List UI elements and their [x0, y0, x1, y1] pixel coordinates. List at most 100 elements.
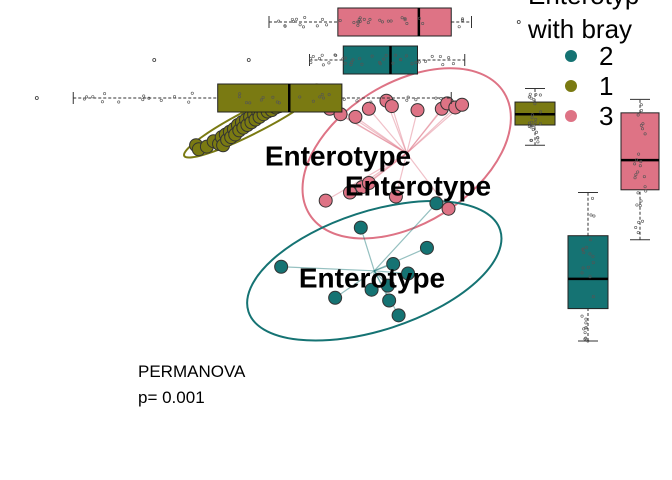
y-boxplot-enterotype-2-jitter [592, 214, 596, 218]
x-boxplot-enterotype-1-jitter [141, 98, 145, 102]
spoke-enterotype-3 [391, 105, 408, 154]
x-boxplot-enterotype-2-jitter [333, 53, 337, 57]
x-boxplot-enterotype-1-jitter [147, 96, 151, 100]
point-enterotype-2 [401, 266, 416, 281]
x-boxplot-enterotype-3-jitter [356, 23, 360, 27]
point-enterotype-2 [382, 293, 397, 308]
y-boxplot-enterotype-1-jitter [533, 102, 537, 106]
x-boxplot-enterotype-1-jitter [439, 97, 443, 101]
legend-key-1 [565, 80, 577, 92]
x-boxplot-enterotype-3-jitter [461, 17, 465, 21]
point-enterotype-2 [429, 196, 444, 211]
x-boxplot-enterotype-3-jitter [403, 18, 407, 22]
x-boxplot-enterotype-1-jitter [173, 95, 177, 99]
x-boxplot-enterotype-1-jitter [271, 95, 275, 99]
x-boxplot-enterotype-2-jitter [358, 57, 362, 61]
x-boxplot-enterotype-2-jitter [447, 56, 451, 60]
point-enterotype-3 [441, 201, 456, 216]
x-boxplot-enterotype-3-jitter [362, 17, 366, 21]
y-boxplot-enterotype-3-jitter [638, 204, 642, 208]
y-boxplot-enterotype-1-jitter [529, 125, 533, 129]
y-boxplot-enterotype-2-jitter [588, 252, 592, 256]
x-boxplot-enterotype-3-jitter [421, 22, 425, 26]
x-boxplot-enterotype-3-jitter [291, 19, 295, 23]
x-boxplot-enterotype-1-jitter [261, 95, 265, 99]
x-boxplot-enterotype-2-jitter [382, 57, 386, 61]
point-enterotype-3 [455, 97, 470, 112]
x-boxplot-enterotype-3-jitter [315, 24, 319, 28]
y-boxplot-enterotype-2-jitter [589, 213, 593, 217]
x-boxplot-enterotype-1-jitter [237, 95, 241, 99]
x-boxplot-enterotype-3-jitter [320, 17, 324, 21]
legend-key-2 [565, 50, 577, 62]
y-boxplot-enterotype-1-jitter [532, 98, 536, 102]
spoke-enterotype-2 [373, 270, 400, 316]
x-boxplot-enterotype-2-jitter [351, 58, 355, 62]
x-boxplot-enterotype-2-jitter [378, 60, 382, 64]
x-boxplot-enterotype-2-jitter [417, 60, 421, 64]
x-boxplot-enterotype-1-jitter [91, 95, 95, 99]
x-boxplot-enterotype-2-jitter [317, 57, 321, 61]
y-boxplot-enterotype-3-jitter [640, 127, 644, 131]
y-boxplot-enterotype-1-jitter [534, 117, 538, 121]
point-enterotype-3 [388, 189, 403, 204]
spoke-enterotype-3 [406, 108, 443, 154]
x-boxplot-enterotype-1-jitter [298, 95, 302, 99]
right-marginal-boxplots [514, 88, 660, 343]
x-boxplot-enterotype-2-jitter [360, 62, 364, 66]
x-boxplot-enterotype-2-jitter [438, 54, 442, 58]
label-enterotype-3: Enterotype [345, 170, 491, 201]
y-boxplot-enterotype-3-jitter [633, 162, 637, 166]
y-boxplot-enterotype-3-jitter [636, 170, 640, 174]
x-boxplot-enterotype-1-jitter [355, 99, 359, 103]
y-boxplot-enterotype-3-jitter [639, 160, 643, 164]
y-boxplot-enterotype-3-jitter [642, 175, 646, 179]
x-boxplot-enterotype-1-outlier [34, 96, 39, 100]
ellipse-enterotype-2 [246, 200, 503, 342]
label-enterotype-1: Enterotype [265, 140, 411, 171]
x-boxplot-enterotype-3-jitter [295, 17, 299, 21]
spoke-enterotype-2 [374, 247, 428, 272]
y-boxplot-enterotype-1-jitter [533, 120, 537, 124]
y-boxplot-enterotype-2-jitter [581, 266, 585, 270]
point-enterotype-3 [361, 176, 376, 191]
x-boxplot-enterotype-1-jitter [142, 94, 146, 98]
x-boxplot-enterotype-1-jitter [190, 91, 194, 95]
x-boxplot-enterotype-1-jitter [103, 92, 107, 96]
y-boxplot-enterotype-3-jitter [636, 113, 640, 117]
x-boxplot-enterotype-1-jitter [318, 95, 322, 99]
y-boxplot-enterotype-2-jitter [580, 271, 584, 275]
x-boxplot-enterotype-1-jitter [100, 100, 104, 104]
x-boxplot-enterotype-2-outlier [152, 58, 157, 62]
y-boxplot-enterotype-2-jitter [591, 295, 595, 299]
point-enterotype-2 [380, 278, 395, 293]
spoke-enterotype-3 [355, 116, 408, 154]
x-boxplot-enterotype-3-jitter [405, 21, 409, 25]
x-boxplot-enterotype-3-jitter [303, 16, 307, 20]
y-boxplot-enterotype-1-jitter [536, 140, 540, 144]
point-enterotype-3 [318, 193, 333, 208]
x-boxplot-enterotype-1-jitter [369, 100, 373, 104]
spoke-enterotype-2 [373, 202, 437, 272]
x-boxplot-enterotype-2-jitter [343, 56, 347, 60]
spoke-enterotype-3 [368, 108, 408, 154]
y-boxplot-enterotype-3-jitter [635, 158, 639, 162]
y-boxplot-enterotype-1-jitter [538, 93, 542, 97]
x-boxplot-enterotype-3-jitter [457, 25, 461, 29]
y-boxplot-enterotype-3-jitter [639, 109, 643, 113]
y-boxplot-enterotype-2-jitter [591, 261, 595, 265]
y-boxplot-enterotype-3-jitter [636, 191, 640, 195]
legend-title-line-1: Enterotyp [528, 0, 639, 10]
permanova-annotation: PERMANOVA p= 0.001 [138, 362, 246, 407]
x-boxplot-enterotype-1-jitter [159, 98, 163, 102]
x-boxplot-enterotype-2-jitter [311, 55, 315, 59]
x-boxplot-enterotype-2-jitter [414, 60, 418, 64]
x-boxplot-enterotype-1-jitter [434, 96, 438, 100]
y-boxplot-enterotype-1-jitter [534, 93, 538, 97]
x-boxplot-enterotype-1-jitter [406, 95, 410, 99]
x-boxplot-enterotype-1-jitter [327, 93, 331, 97]
y-boxplot-enterotype-3-box [620, 112, 660, 191]
y-boxplot-enterotype-2-jitter [586, 339, 590, 343]
x-boxplot-enterotype-3-jitter [400, 16, 404, 20]
